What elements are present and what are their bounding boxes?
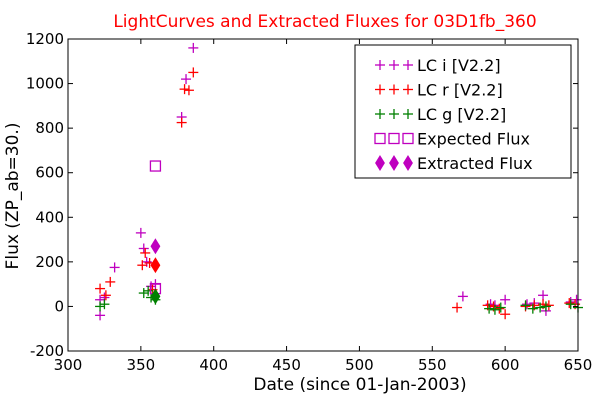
x-tick-label: 400 [199, 356, 228, 374]
legend-label: LC i [V2.2] [417, 56, 501, 75]
data-point [179, 84, 190, 95]
data-point [538, 290, 549, 301]
data-point [176, 117, 187, 128]
x-tick-label: 650 [564, 356, 593, 374]
data-point [143, 285, 154, 296]
data-point [140, 247, 151, 258]
legend-entry: LC g [V2.2] [375, 105, 506, 124]
data-point [99, 299, 110, 310]
data-point [495, 302, 506, 313]
plot-area [95, 42, 583, 321]
data-point [188, 67, 199, 78]
legend-marker [375, 109, 385, 119]
data-point [522, 299, 532, 310]
data-point [540, 301, 551, 312]
legend-entry: LC i [V2.2] [375, 56, 501, 75]
legend-marker [389, 155, 399, 171]
legend: LC i [V2.2] LC r [V2.2] LC g [V2.2] Expecte… [354, 44, 572, 179]
y-tick-label: 800 [35, 119, 64, 137]
data-point [181, 74, 192, 85]
data-point [138, 288, 149, 299]
data-point [138, 243, 149, 254]
plot-frame [67, 38, 579, 352]
series-4 [150, 238, 161, 305]
data-point [135, 227, 146, 238]
y-tick-label: 600 [35, 164, 64, 182]
legend-marker [388, 132, 400, 145]
legend-label: LC g [V2.2] [417, 105, 506, 124]
data-point [95, 283, 106, 294]
legend-marker [389, 84, 399, 95]
data-point [535, 302, 546, 313]
data-point [500, 294, 511, 305]
legend-marker [375, 60, 385, 70]
legend-label: Expected Flux [417, 130, 530, 149]
x-tick-label: 450 [272, 356, 301, 374]
y-tick-label: 400 [35, 208, 64, 226]
legend-marker [375, 84, 385, 95]
data-point [564, 298, 575, 309]
x-tick-label: 550 [418, 356, 447, 374]
data-point [188, 42, 199, 53]
x-tick-label: 600 [491, 356, 520, 374]
chart-title: LightCurves and Extracted Fluxes for 03D… [113, 12, 536, 32]
x-tick-label: 350 [127, 356, 156, 374]
data-point [457, 291, 468, 302]
data-point [500, 309, 511, 320]
data-point [150, 238, 161, 255]
legend-label: Extracted Flux [417, 154, 533, 173]
series-3 [149, 160, 162, 295]
data-point [100, 290, 111, 301]
legend-marker [403, 155, 413, 171]
y-tick-label: 200 [35, 253, 64, 271]
legend-entry: Extracted Flux [375, 154, 533, 173]
data-point [452, 302, 463, 313]
data-point [149, 160, 162, 172]
data-point [571, 294, 582, 305]
series-2 [95, 285, 583, 315]
y-axis-label: Flux (ZP_ab=30.) [3, 123, 23, 270]
data-point [109, 262, 120, 273]
legend-marker [403, 109, 413, 119]
data-point [565, 299, 576, 310]
legend-marker [403, 60, 413, 70]
legend-marker [374, 132, 386, 145]
data-point [105, 276, 116, 287]
legend-label: LC r [V2.2] [417, 81, 503, 100]
data-point [484, 303, 495, 314]
legend-marker [402, 132, 414, 145]
data-point [137, 260, 148, 271]
data-point [489, 304, 500, 315]
data-point [95, 301, 106, 312]
y-tick-label: 1000 [26, 75, 64, 93]
y-tick-label: 0 [54, 297, 64, 315]
data-point [494, 303, 505, 314]
data-point [520, 300, 531, 311]
legend-marker [389, 60, 399, 70]
legend-marker [403, 84, 413, 95]
y-tick-label: 1200 [26, 30, 64, 48]
data-point [183, 85, 194, 96]
x-tick-label: 300 [54, 356, 83, 374]
x-axis-label: Date (since 01-Jan-2003) [253, 375, 466, 395]
axes: 300 350 400 450 500 550 600 650 -200 0 200 400 600 80… [26, 30, 593, 374]
data-point [95, 310, 106, 321]
legend-box [354, 44, 572, 179]
data-point [527, 303, 538, 314]
legend-marker [389, 109, 399, 119]
data-point [150, 257, 161, 274]
y-tick-label: -200 [30, 342, 64, 360]
data-point [150, 288, 161, 305]
legend-entry: LC r [V2.2] [375, 81, 503, 100]
x-tick-label: 500 [345, 356, 374, 374]
legend-marker [375, 155, 385, 171]
legend-entry: Expected Flux [374, 130, 530, 149]
